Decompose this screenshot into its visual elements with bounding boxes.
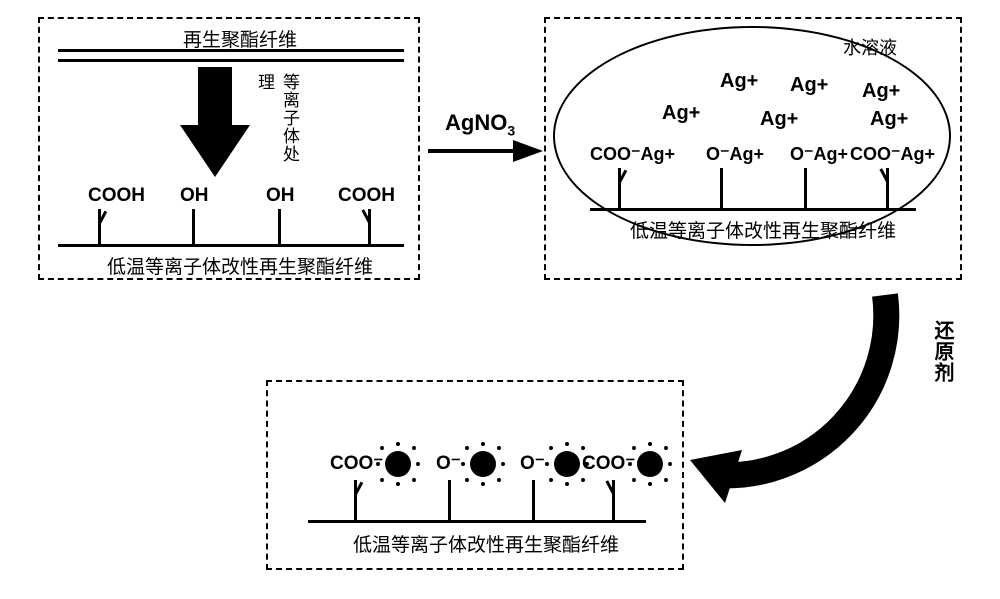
- stick-p2-1: [618, 168, 621, 209]
- stick-p1-1: [98, 209, 101, 245]
- group-p1-2: OH: [180, 185, 209, 207]
- stick-p3-1: [354, 480, 357, 521]
- fiber-line-top2: [58, 59, 404, 62]
- stick-p2-4: [886, 168, 889, 209]
- plasma-arrow: [180, 67, 250, 177]
- group-p3-3: O⁻: [520, 452, 545, 475]
- reagent-agno3-text: AgNO: [445, 110, 507, 135]
- fiber-line-p2: [590, 208, 916, 211]
- bound-p2-1: COO⁻Ag+: [590, 144, 675, 165]
- plasma-label: 等离子体处理: [252, 73, 302, 173]
- stick-p2-3: [804, 168, 807, 209]
- group-p1-3: OH: [266, 185, 295, 207]
- fiber-line-bottom-p1: [58, 244, 404, 247]
- bound-p2-3: O⁻Ag+: [790, 144, 848, 165]
- group-p1-1: COOH: [88, 185, 145, 207]
- panel2-bottom-label: 低温等离子体改性再生聚酯纤维: [628, 216, 898, 243]
- stick-p1-3: [278, 209, 281, 245]
- panel3-bottom-label: 低温等离子体改性再生聚酯纤维: [346, 530, 626, 557]
- nanoparticle-4: [630, 444, 670, 484]
- ag-ion-1: Ag+: [720, 70, 758, 93]
- stick-p1-2: [192, 209, 195, 245]
- reducing-agent-label: 还原剂: [928, 320, 957, 383]
- arrow-step1-to-step2: [428, 136, 543, 166]
- fiber-line-p3: [308, 520, 646, 523]
- stick-p3-4: [612, 480, 615, 521]
- ag-ion-2: Ag+: [790, 74, 828, 97]
- reagent-agno3-sub: 3: [507, 122, 515, 138]
- group-p3-2: O⁻: [436, 452, 461, 475]
- bound-p2-4: COO⁻Ag+: [850, 144, 935, 165]
- stick-p3-3: [532, 480, 535, 521]
- ag-ion-3: Ag+: [862, 80, 900, 103]
- reagent-agno3: AgNO3: [445, 110, 515, 138]
- ag-ion-4: Ag+: [662, 102, 700, 125]
- arrow-step2-to-step3: [690, 285, 920, 515]
- bound-p2-2: O⁻Ag+: [706, 144, 764, 165]
- ag-ion-6: Ag+: [870, 108, 908, 131]
- nanoparticle-3: [547, 444, 587, 484]
- panel1-bottom-label: 低温等离子体改性再生聚酯纤维: [100, 252, 380, 279]
- panel-step1: 再生聚酯纤维 等离子体处理 低温等离子体改性再生聚酯纤维 COOH OH OH …: [38, 17, 420, 280]
- panel-step3: 低温等离子体改性再生聚酯纤维 COO⁻ O⁻ O⁻ COO⁻: [266, 380, 684, 570]
- group-p1-4: COOH: [338, 185, 395, 207]
- aqueous-label: 水溶液: [830, 34, 910, 60]
- stick-p2-2: [720, 168, 723, 209]
- ag-ion-5: Ag+: [760, 108, 798, 131]
- nanoparticle-1: [378, 444, 418, 484]
- stick-p3-2: [448, 480, 451, 521]
- panel1-top-label: 再生聚酯纤维: [160, 25, 320, 52]
- nanoparticle-2: [463, 444, 503, 484]
- stick-p1-4: [368, 209, 371, 245]
